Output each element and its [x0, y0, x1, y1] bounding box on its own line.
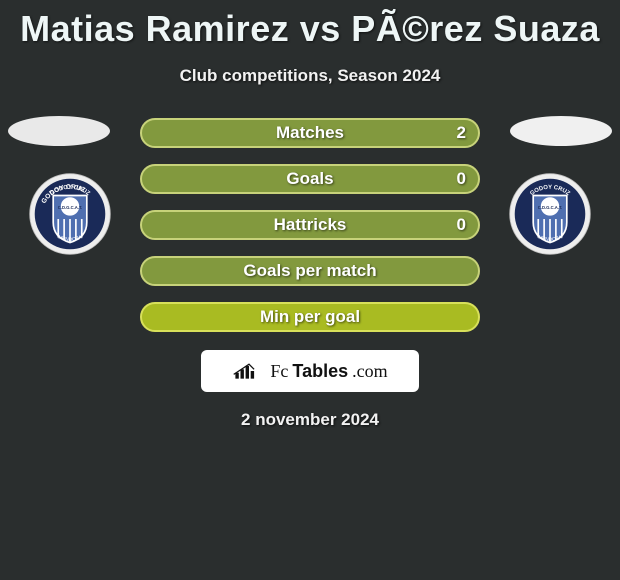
brand-logo: FcTables.com [201, 350, 419, 392]
comparison-panel: C.D.G.C.A.T. GODOY CRUZ GODOY CRUZ MENDO… [0, 116, 620, 430]
stat-right-value: 0 [457, 215, 466, 235]
stat-row: Goals per match [140, 256, 480, 286]
stats-list: Matches 2 Goals 0 Hattricks 0 Goals per … [140, 116, 480, 332]
stat-row: Hattricks 0 [140, 210, 480, 240]
page-title: Matias Ramirez vs PÃ©rez Suaza [0, 0, 620, 50]
stat-label: Hattricks [274, 215, 347, 235]
stat-label: Goals [286, 169, 333, 189]
stat-row: Matches 2 [140, 118, 480, 148]
svg-text:C.D.G.C.A.T.: C.D.G.C.A.T. [538, 205, 562, 210]
player-left-avatar [8, 116, 110, 146]
club-badge-left: C.D.G.C.A.T. GODOY CRUZ GODOY CRUZ MENDO… [28, 172, 112, 256]
stat-row: Goals 0 [140, 164, 480, 194]
stat-right-value: 2 [457, 123, 466, 143]
player-right-avatar [510, 116, 612, 146]
brand-text-c: .com [352, 361, 388, 382]
club-badge-right: C.D.G.C.A.T. GODOY CRUZ MENDOZA [508, 172, 592, 256]
stat-label: Goals per match [243, 261, 376, 281]
svg-text:C.D.G.C.A.T.: C.D.G.C.A.T. [58, 205, 82, 210]
bar-chart-icon [232, 360, 266, 382]
stat-label: Min per goal [260, 307, 360, 327]
stat-row: Min per goal [140, 302, 480, 332]
stat-right-value: 0 [457, 169, 466, 189]
brand-text-a: Fc [270, 361, 288, 382]
brand-text-b: Tables [292, 361, 348, 382]
footer-date: 2 november 2024 [0, 410, 620, 430]
stat-label: Matches [276, 123, 344, 143]
page-subtitle: Club competitions, Season 2024 [0, 66, 620, 86]
